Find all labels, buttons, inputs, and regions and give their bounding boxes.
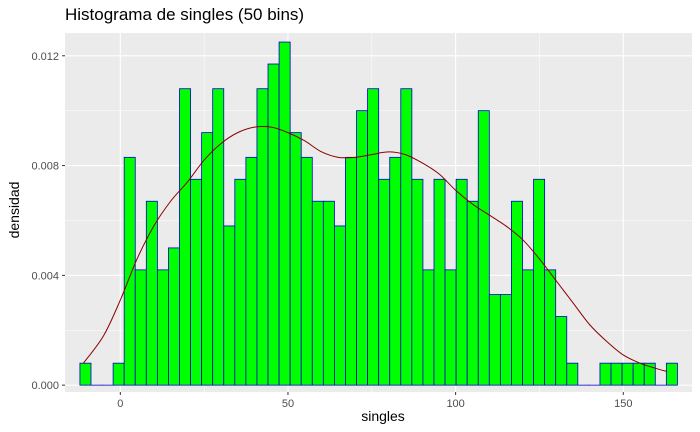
y-tick-label: 0.000 xyxy=(31,380,59,392)
histogram-bar xyxy=(632,362,645,386)
histogram-bar xyxy=(190,178,203,386)
histogram-bar xyxy=(433,178,446,386)
histogram-bar xyxy=(245,156,258,386)
density-curve xyxy=(83,125,667,372)
histogram-bar xyxy=(643,362,656,386)
y-axis-ticks: 0.000 0.004 0.008 0.012 xyxy=(31,51,65,392)
histogram-bar xyxy=(555,316,568,386)
y-tick-label: 0.008 xyxy=(31,161,59,173)
histogram-bar xyxy=(522,269,534,386)
histogram-bar xyxy=(300,156,313,386)
histogram-bar xyxy=(378,178,391,386)
histogram-bar xyxy=(168,247,180,386)
histogram-bar xyxy=(544,269,557,386)
histogram-bar xyxy=(212,88,225,386)
histogram-bar xyxy=(223,225,236,386)
histogram-bar xyxy=(533,178,546,386)
histogram-bar xyxy=(488,294,501,386)
histogram-bar xyxy=(156,269,169,386)
histogram-bar xyxy=(334,225,346,386)
histogram-bar xyxy=(179,88,191,386)
y-axis-title: densidad xyxy=(6,182,22,239)
histogram-bar xyxy=(499,294,512,386)
histogram-bar xyxy=(511,200,523,386)
x-tick-label: 150 xyxy=(614,398,632,410)
histogram-bar xyxy=(411,178,424,386)
histogram-bar xyxy=(123,156,136,386)
x-tick-label: 100 xyxy=(446,398,464,410)
chart-title: Histograma de singles (50 bins) xyxy=(65,5,305,24)
histogram-bar xyxy=(466,200,479,386)
histogram-bar xyxy=(389,156,402,386)
histogram-bar xyxy=(400,88,413,386)
histogram-bar xyxy=(367,88,380,386)
histogram-bar xyxy=(610,362,623,386)
histogram-bar xyxy=(79,362,92,386)
histogram-bar xyxy=(345,156,357,386)
histogram-bar xyxy=(422,269,435,386)
histogram-bar xyxy=(134,269,147,386)
y-tick-label: 0.012 xyxy=(31,51,59,63)
histogram-bar xyxy=(665,362,678,386)
histogram-bar xyxy=(278,41,291,386)
histogram-bar xyxy=(311,200,324,386)
histogram-bar xyxy=(322,200,335,386)
x-tick-label: 50 xyxy=(282,398,294,410)
histogram-bars xyxy=(79,41,678,386)
x-axis-ticks: 0 50 100 150 xyxy=(117,392,632,410)
histogram-bar xyxy=(267,63,280,386)
x-tick-label: 0 xyxy=(117,398,123,410)
histogram-bar xyxy=(444,269,457,386)
histogram-bar xyxy=(477,110,490,386)
histogram-bar xyxy=(201,132,214,386)
histogram-bar xyxy=(566,362,579,386)
histogram-bar xyxy=(599,362,612,386)
histogram-bar xyxy=(112,362,125,386)
histogram-bar xyxy=(621,362,634,386)
histogram-bar xyxy=(234,178,247,386)
y-tick-label: 0.004 xyxy=(31,270,59,282)
histogram-bar xyxy=(256,88,269,386)
x-axis-title: singles xyxy=(361,408,405,424)
histogram-bar xyxy=(356,110,369,386)
histogram-bar xyxy=(289,132,302,386)
histogram-bar xyxy=(455,178,468,386)
